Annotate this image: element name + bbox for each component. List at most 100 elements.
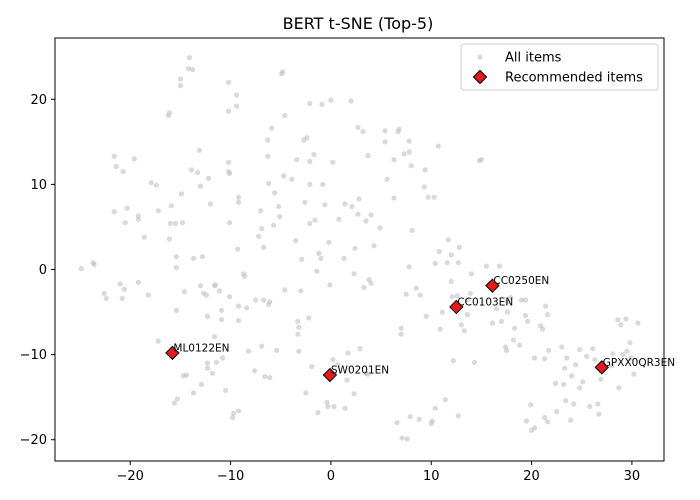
all-items-point [256,233,262,239]
all-items-point [124,205,130,211]
x-tick-label: 30 [624,469,641,484]
all-items-point [356,196,362,202]
recommended-item-point [449,299,464,315]
all-items-point [231,410,237,416]
all-items-point [190,255,197,261]
all-items-point [122,220,128,226]
all-items-point [406,264,412,270]
all-items-point [408,163,414,169]
all-items-point [435,143,441,149]
all-items-point [635,320,641,326]
x-tick-label: 0 [327,469,335,484]
all-items-point [391,195,397,201]
all-items-point [166,110,172,116]
all-items-point [365,371,371,377]
y-tick-label: −20 [20,433,47,448]
all-items-point [226,108,232,114]
all-items-point [596,411,602,417]
all-items-point [204,360,211,366]
all-items-point [448,278,454,284]
all-items-point [471,359,477,365]
all-items-point [259,343,265,349]
recommended-item-label: CC0250EN [493,275,549,287]
y-tick-label: 0 [39,263,47,278]
all-items-point [628,355,634,361]
all-items-point [252,368,258,374]
all-items-point [365,152,371,159]
all-items-point [569,373,575,379]
all-items-point [296,324,302,330]
all-items-point [166,236,172,242]
all-items-point [120,169,126,175]
all-items-point [542,356,548,362]
all-items-point [432,405,438,411]
all-items-point [483,263,489,269]
all-items-point [360,129,366,135]
all-items-point [540,326,546,332]
y-tick-label: 20 [30,93,47,108]
all-items-point [461,328,467,334]
all-items-point [478,157,484,163]
all-items-point [211,334,218,340]
all-items-point [320,181,326,187]
all-items-point [318,255,324,261]
recommended-item-labels: ML0122EN SW0201EN CC0103EN CC0250EN GPXX0QR3… [173,275,675,376]
all-items-point [121,286,127,292]
all-items-point [404,436,410,442]
all-items-point [442,397,448,403]
legend: All items Recommended items [460,43,659,91]
all-items-point [212,282,219,288]
all-items-point [309,363,315,370]
all-items-point [518,297,525,303]
all-items-point [298,288,304,294]
all-items-point [244,305,250,311]
all-items-point [199,254,206,260]
all-items-point [172,220,178,227]
all-items-point [368,280,374,286]
all-items-point [289,176,295,182]
all-items-point [265,137,271,143]
all-items-point [330,357,336,363]
all-items-point [510,337,517,343]
all-items-point [610,351,616,357]
all-items-point [464,312,470,318]
all-items-point [542,415,548,421]
y-tick-label: 10 [30,178,47,193]
all-items-point [186,55,192,61]
all-items-point [236,408,242,414]
all-items-point [274,347,280,353]
all-items-point [448,252,454,258]
all-items-point [573,362,579,368]
all-items-point [269,125,275,131]
all-items-point [458,322,464,328]
x-tick-label: −20 [117,469,144,484]
all-items-point [267,299,273,305]
all-items-point [236,194,242,200]
all-items-point [562,365,568,371]
all-items-point [489,320,495,326]
all-items-point [342,201,348,207]
all-items-point [618,322,624,328]
all-items-point [197,283,204,289]
all-items-point [616,385,622,391]
all-items-point [391,157,397,163]
all-items-point [624,348,630,354]
all-items-point [271,222,277,228]
all-items-point [341,255,347,261]
all-items-point [554,409,560,415]
legend-marker-all-items [477,54,483,60]
all-items-point [246,348,252,354]
all-items-point [553,380,559,387]
all-items-point [561,381,567,387]
all-items-point [155,208,161,214]
all-items-point [587,403,593,410]
all-items-point [344,377,350,383]
all-items-point [406,149,412,155]
all-items-point [417,292,423,298]
all-items-point [218,307,225,313]
all-items-point [299,256,305,262]
all-items-point [265,153,271,159]
all-items-point [615,317,621,323]
all-items-point [609,363,615,369]
